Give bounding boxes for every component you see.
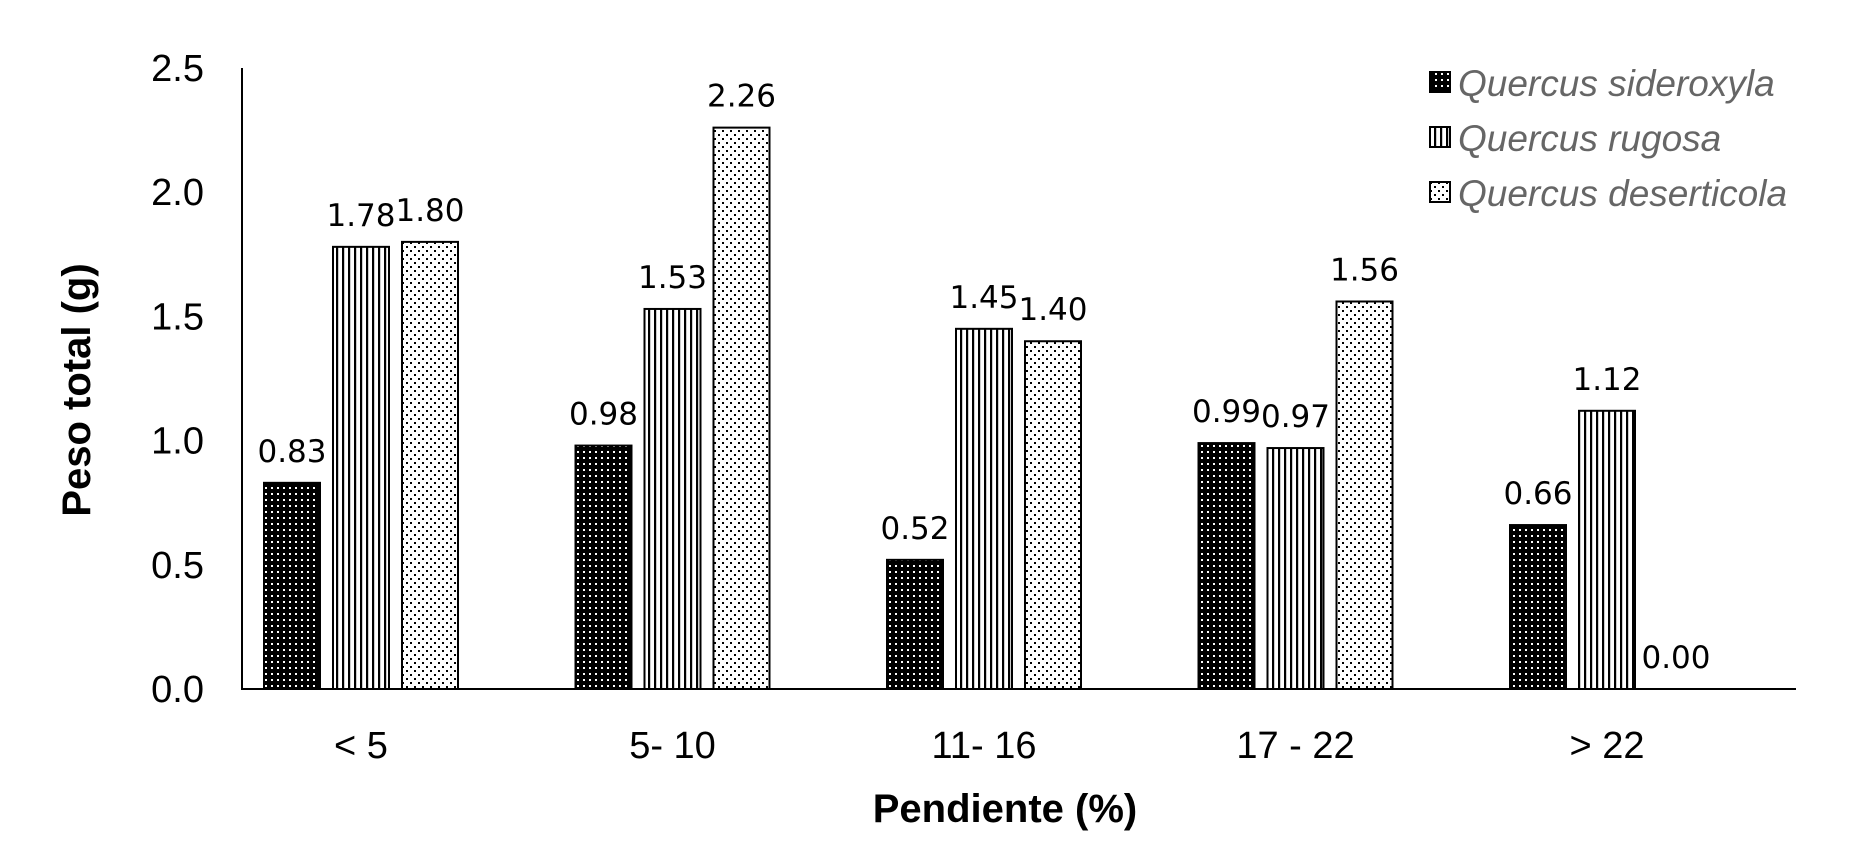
data-label: 1.45	[949, 280, 1018, 316]
legend-label: Quercus deserticola	[1458, 173, 1787, 214]
legend-label: Quercus rugosa	[1458, 118, 1721, 159]
bar	[332, 245, 390, 691]
data-label: 2.26	[707, 79, 776, 115]
y-tick-label: 2.5	[151, 48, 204, 90]
data-label: 1.12	[1572, 362, 1641, 398]
y-tick-label: 0.0	[151, 669, 204, 711]
bar	[1024, 340, 1082, 690]
bar	[1197, 442, 1256, 691]
data-label: 0.98	[569, 397, 638, 433]
legend-swatch	[1429, 181, 1451, 203]
bar	[1509, 524, 1567, 691]
x-tick-label: 5- 10	[629, 725, 716, 767]
bar	[886, 558, 944, 690]
bar	[1578, 409, 1636, 690]
bar	[955, 327, 1013, 690]
data-label: 1.53	[638, 260, 707, 296]
legend-swatch	[1429, 126, 1451, 148]
y-tick-label: 1.5	[151, 296, 204, 338]
data-label: 0.97	[1261, 399, 1330, 435]
legend: Quercus sideroxyla Quercus rugosa Quercus …	[1429, 63, 1787, 214]
x-tick-label: > 22	[1569, 725, 1644, 767]
y-tick-label: 2.0	[151, 172, 204, 214]
data-labels: 0.83 1.78 1.80 0.98 1.53 2.26 0.52 1.45 1.40 0.99…	[257, 79, 1710, 676]
bar-series	[263, 126, 1636, 691]
bar	[263, 481, 321, 690]
bar	[574, 444, 633, 690]
y-axis-title: Peso total (g)	[55, 263, 99, 516]
y-axis-tick-labels: 0.0 0.5 1.0 1.5 2.0 2.5	[151, 48, 204, 711]
y-tick-label: 0.5	[151, 545, 204, 587]
data-label: 1.40	[1018, 292, 1087, 328]
data-label: 1.78	[326, 198, 395, 234]
bar	[401, 240, 459, 690]
x-tick-label: < 5	[334, 725, 388, 767]
bar	[643, 307, 702, 690]
data-label: 1.80	[395, 193, 464, 229]
data-label: 0.66	[1503, 476, 1572, 512]
data-label: 0.52	[880, 511, 949, 547]
x-axis-tick-labels: < 5 5- 10 11- 16 17 - 22 > 22	[334, 725, 1644, 767]
bar	[1266, 447, 1325, 690]
legend-label: Quercus sideroxyla	[1458, 63, 1775, 104]
data-label: 1.56	[1330, 252, 1399, 288]
x-tick-label: 11- 16	[932, 725, 1037, 767]
x-tick-label: 17 - 22	[1236, 725, 1354, 767]
bar	[712, 126, 771, 690]
legend-swatch	[1429, 71, 1451, 93]
bar	[1335, 300, 1394, 690]
data-label: 0.83	[257, 434, 326, 470]
data-label: 0.99	[1192, 394, 1261, 430]
data-label: 0.00	[1641, 640, 1710, 676]
y-tick-label: 1.0	[151, 421, 204, 463]
x-axis-title: Pendiente (%)	[873, 787, 1137, 831]
